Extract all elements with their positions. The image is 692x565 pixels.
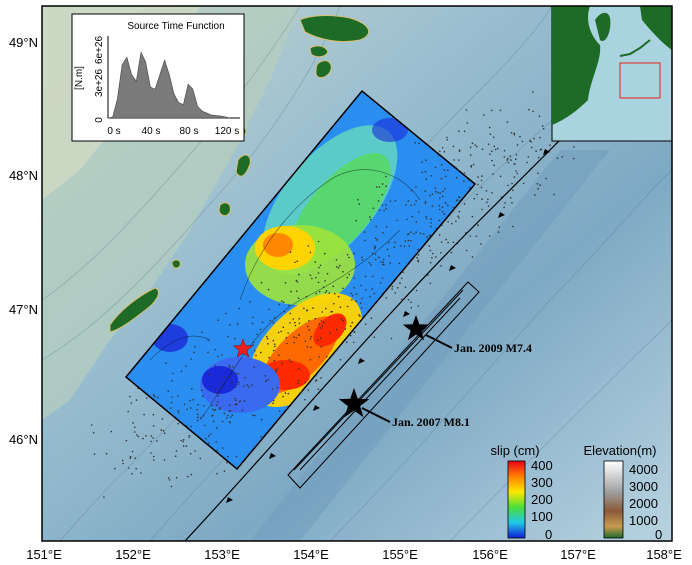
stf-inset: Source Time Function [N.m] 0 3e+26 6e+26… bbox=[71, 13, 245, 142]
lon-label-156: 156°E bbox=[472, 547, 508, 562]
elev-tick-2000: 2000 bbox=[629, 496, 658, 511]
trench-teeth bbox=[226, 149, 550, 503]
epicenter-star bbox=[232, 338, 254, 358]
lat-label-48: 48°N bbox=[9, 168, 38, 183]
slip-colorbar: slip (cm) 400 300 200 100 0 bbox=[490, 443, 552, 542]
lon-label-157: 157°E bbox=[560, 547, 596, 562]
lon-label-158: 158°E bbox=[646, 547, 682, 562]
event-label-2007: Jan. 2007 M8.1 bbox=[392, 415, 470, 429]
event-star-2007 bbox=[338, 388, 370, 418]
stf-ytick-1: 3e+26 bbox=[94, 69, 105, 98]
stf-ytick-2: 6e+26 bbox=[94, 36, 105, 65]
elevation-colorbar-title: Elevation(m) bbox=[584, 443, 657, 458]
lat-axis: 49°N 48°N 47°N 46°N bbox=[9, 35, 38, 447]
elev-tick-3000: 3000 bbox=[629, 479, 658, 494]
stf-xtick-1: 40 s bbox=[142, 126, 161, 137]
stf-xtick-0: 0 s bbox=[107, 126, 120, 137]
lon-label-151: 151°E bbox=[26, 547, 62, 562]
event-label-2009: Jan. 2009 M7.4 bbox=[454, 341, 532, 355]
map-frame bbox=[41, 5, 673, 542]
lon-label-155: 155°E bbox=[382, 547, 418, 562]
slip-tick-400: 400 bbox=[531, 458, 553, 473]
trench-line bbox=[184, 139, 561, 542]
aftershock-dots bbox=[90, 91, 575, 498]
slip-tick-100: 100 bbox=[531, 509, 553, 524]
stf-ytick-0: 0 bbox=[94, 117, 105, 123]
stf-title: Source Time Function bbox=[127, 21, 224, 32]
aftershock-box-outer bbox=[287, 281, 480, 489]
slip-tick-0: 0 bbox=[545, 527, 552, 542]
slip-tick-300: 300 bbox=[531, 475, 553, 490]
stf-ylabel: [N.m] bbox=[74, 66, 85, 90]
elev-tick-1000: 1000 bbox=[629, 513, 658, 528]
slip-tick-200: 200 bbox=[531, 492, 553, 507]
elevation-colorbar: Elevation(m) 4000 3000 2000 1000 0 bbox=[584, 443, 663, 542]
lon-label-152: 152°E bbox=[115, 547, 151, 562]
stf-xtick-2: 80 s bbox=[180, 126, 199, 137]
slip-model bbox=[124, 89, 477, 471]
stf-xtick-3: 120 s bbox=[215, 126, 239, 137]
elev-tick-0: 0 bbox=[655, 527, 662, 542]
lon-label-153: 153°E bbox=[204, 547, 240, 562]
lat-label-49: 49°N bbox=[9, 35, 38, 50]
slip-colorbar-title: slip (cm) bbox=[490, 443, 539, 458]
elev-tick-4000: 4000 bbox=[629, 462, 658, 477]
lat-label-47: 47°N bbox=[9, 302, 38, 317]
stf-area bbox=[107, 51, 231, 119]
event-star-2009 bbox=[402, 315, 430, 341]
lon-axis: 151°E 152°E 153°E 154°E 155°E 156°E 157°… bbox=[26, 547, 682, 562]
lon-label-154: 154°E bbox=[293, 547, 329, 562]
lat-label-46: 46°N bbox=[9, 432, 38, 447]
locator-inset bbox=[551, 5, 673, 142]
